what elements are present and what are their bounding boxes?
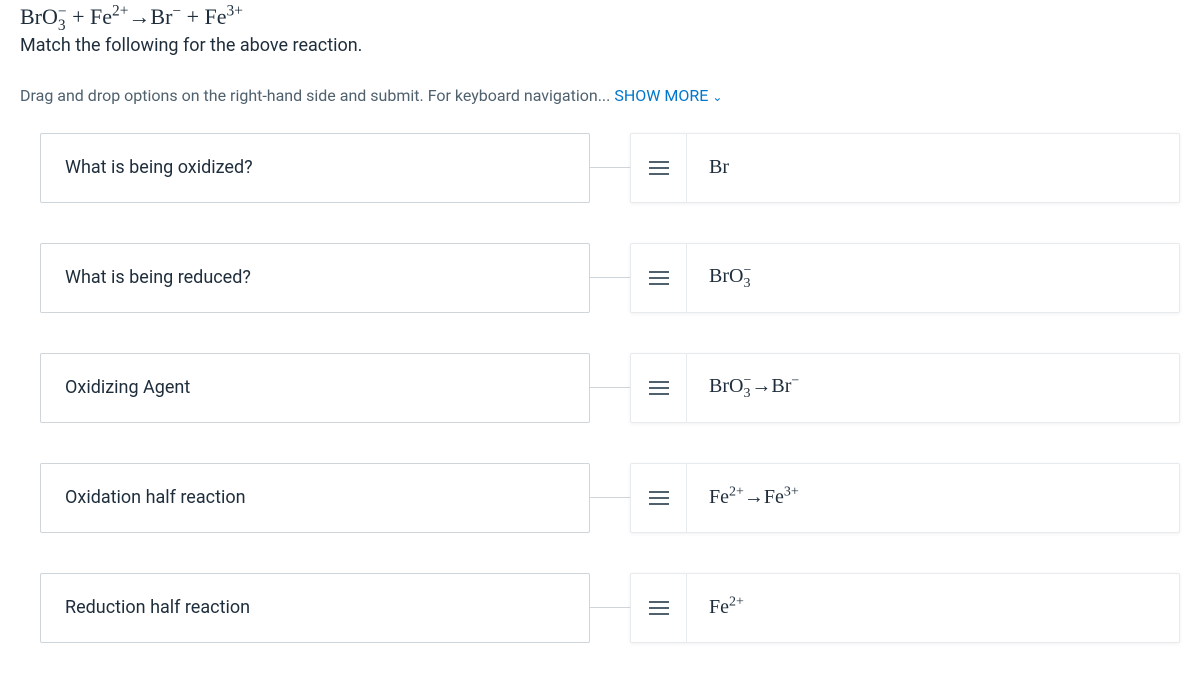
show-more-link[interactable]: SHOW MORE ⌄ [614, 86, 722, 105]
answer-card[interactable]: BrO−3 [630, 243, 1180, 313]
match-row: What is being reduced? BrO−3 [40, 243, 1180, 313]
connector-line [590, 387, 630, 388]
prompt-label: Reduction half reaction [65, 597, 250, 618]
prompt-label: Oxidation half reaction [65, 487, 246, 508]
prompt-label: What is being reduced? [65, 267, 251, 288]
connector-line [590, 607, 630, 608]
connector-line [590, 497, 630, 498]
answer-content: BrO−3 [687, 265, 773, 290]
prompt-card: What is being oxidized? [40, 133, 590, 203]
answer-card[interactable]: Fe2+→Fe3+ [630, 463, 1180, 533]
answer-content: Fe2+ [687, 596, 766, 619]
prompt-label: Oxidizing Agent [65, 377, 190, 398]
answer-card[interactable]: BrO−3→Br− [630, 353, 1180, 423]
prompt-label: What is being oxidized? [65, 157, 253, 178]
answer-content: Fe2+→Fe3+ [687, 486, 821, 509]
drag-handle-icon[interactable] [631, 464, 687, 532]
answer-card[interactable]: Br [630, 133, 1180, 203]
drag-handle-icon[interactable] [631, 574, 687, 642]
answer-content: BrO−3→Br− [687, 375, 821, 400]
drag-hint: Drag and drop options on the right-hand … [20, 86, 1180, 105]
reaction-equation: BrO−3 + Fe2+→Br− + Fe3+ [20, 4, 1180, 33]
prompt-card: What is being reduced? [40, 243, 590, 313]
drag-handle-icon[interactable] [631, 134, 687, 202]
answer-card[interactable]: Fe2+ [630, 573, 1180, 643]
instruction-text: Match the following for the above reacti… [20, 35, 1180, 56]
prompt-card: Oxidizing Agent [40, 353, 590, 423]
prompt-card: Reduction half reaction [40, 573, 590, 643]
connector-line [590, 277, 630, 278]
match-rows: What is being oxidized? Br What is being… [20, 133, 1180, 643]
match-row: What is being oxidized? Br [40, 133, 1180, 203]
match-row: Oxidation half reaction Fe2+→Fe3+ [40, 463, 1180, 533]
drag-hint-text: Drag and drop options on the right-hand … [20, 86, 614, 105]
prompt-card: Oxidation half reaction [40, 463, 590, 533]
match-row: Oxidizing Agent BrO−3→Br− [40, 353, 1180, 423]
drag-handle-icon[interactable] [631, 354, 687, 422]
answer-content: Br [687, 156, 751, 179]
connector-line [590, 167, 630, 168]
drag-handle-icon[interactable] [631, 244, 687, 312]
chevron-down-icon: ⌄ [712, 90, 722, 104]
match-row: Reduction half reaction Fe2+ [40, 573, 1180, 643]
